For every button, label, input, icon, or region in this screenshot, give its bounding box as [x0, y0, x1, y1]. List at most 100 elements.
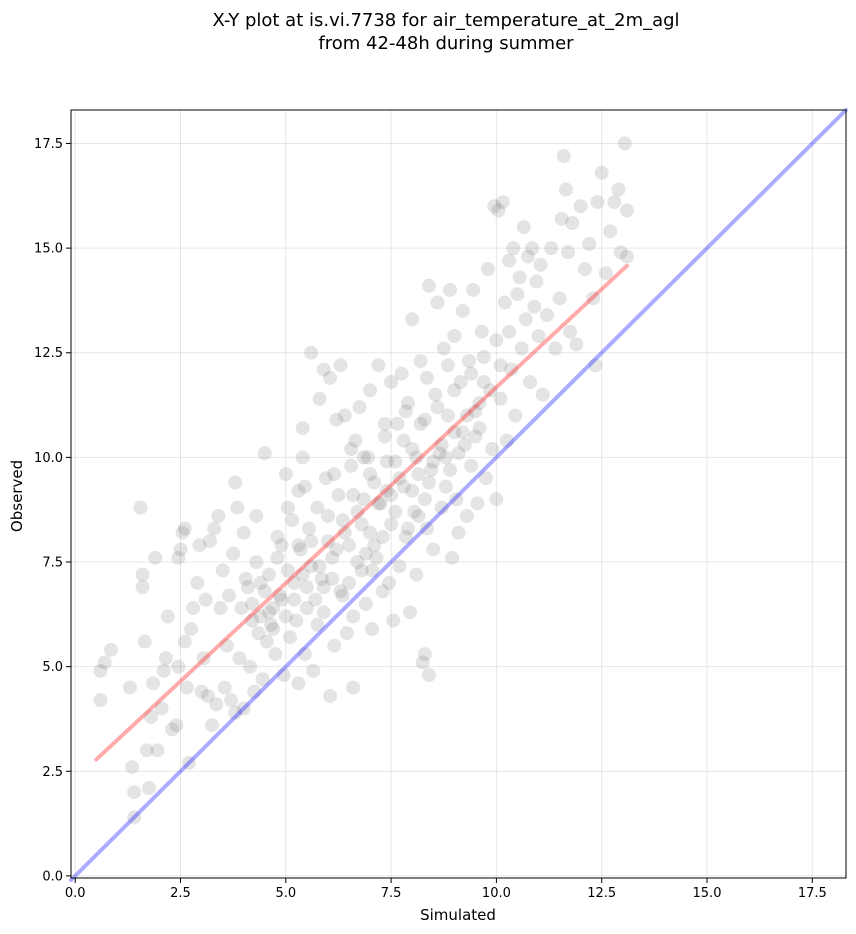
data-point: [230, 500, 245, 515]
data-point: [598, 266, 613, 281]
data-point: [438, 450, 453, 465]
data-point: [426, 454, 441, 469]
data-point: [472, 395, 487, 410]
data-point: [325, 550, 340, 565]
data-point: [552, 291, 567, 306]
data-point: [266, 621, 281, 636]
data-point: [320, 508, 335, 523]
data-point: [539, 308, 554, 323]
data-point: [156, 663, 171, 678]
data-point: [181, 755, 196, 770]
data-point: [422, 668, 437, 683]
data-point: [459, 408, 474, 423]
data-point: [266, 601, 281, 616]
data-point: [341, 575, 356, 590]
data-point: [382, 575, 397, 590]
data-point: [411, 508, 426, 523]
data-point: [264, 617, 279, 632]
data-point: [240, 580, 255, 595]
data-point: [464, 458, 479, 473]
data-point: [449, 492, 464, 507]
data-point: [531, 329, 546, 344]
x-axis-label: Simulated: [420, 906, 496, 924]
data-point: [135, 580, 150, 595]
data-point: [468, 404, 483, 419]
data-point: [405, 483, 420, 498]
data-point: [304, 345, 319, 360]
data-point: [177, 521, 192, 536]
plot-frame: [70, 109, 847, 879]
data-point: [196, 651, 211, 666]
y-tick-label: 5.0: [42, 660, 63, 675]
data-point: [171, 659, 186, 674]
data-point: [419, 370, 434, 385]
data-point: [512, 270, 527, 285]
data-point: [346, 609, 361, 624]
data-point: [329, 412, 344, 427]
data-point: [238, 571, 253, 586]
data-point: [335, 513, 350, 528]
data-point: [217, 680, 232, 695]
data-point: [417, 647, 432, 662]
data-point: [377, 416, 392, 431]
data-point: [245, 596, 260, 611]
data-point: [367, 538, 382, 553]
data-point: [607, 195, 622, 210]
data-point: [344, 442, 359, 457]
x-tick-label: 15.0: [693, 886, 722, 901]
data-point: [586, 291, 601, 306]
data-point: [375, 584, 390, 599]
data-point: [327, 638, 342, 653]
data-point: [422, 475, 437, 490]
data-point: [259, 634, 274, 649]
data-point: [502, 253, 517, 268]
data-point: [371, 358, 386, 373]
data-point: [417, 412, 432, 427]
x-tick-label: 12.5: [587, 886, 616, 901]
data-point: [219, 638, 234, 653]
x-tick-label: 0.0: [65, 886, 86, 901]
data-point: [295, 421, 310, 436]
data-point: [135, 567, 150, 582]
data-point: [514, 341, 529, 356]
data-point: [243, 659, 258, 674]
y-tick-label: 10.0: [34, 451, 63, 466]
data-point: [316, 580, 331, 595]
data-point: [146, 676, 161, 691]
data-point: [468, 429, 483, 444]
data-point: [394, 366, 409, 381]
regression-fit-line: [94, 263, 629, 762]
x-tick-label: 10.0: [482, 886, 511, 901]
data-point: [363, 383, 378, 398]
data-point: [304, 559, 319, 574]
data-point: [462, 354, 477, 369]
data-point: [499, 433, 514, 448]
data-point: [158, 651, 173, 666]
data-point: [434, 500, 449, 515]
data-point: [337, 525, 352, 540]
data-point: [360, 450, 375, 465]
data-point: [434, 437, 449, 452]
data-point: [388, 454, 403, 469]
data-point: [447, 383, 462, 398]
data-point: [306, 663, 321, 678]
data-point: [304, 534, 319, 549]
data-point: [617, 136, 632, 151]
data-point: [440, 408, 455, 423]
data-point: [205, 718, 220, 733]
data-point: [175, 525, 190, 540]
data-point: [339, 626, 354, 641]
data-point: [150, 743, 165, 758]
chart-title-line-1: X-Y plot at is.vi.7738 for air_temperatu…: [212, 10, 680, 31]
data-point: [323, 688, 338, 703]
data-point: [611, 182, 626, 197]
data-point: [384, 488, 399, 503]
data-point: [415, 655, 430, 670]
data-point: [226, 546, 241, 561]
data-point: [556, 149, 571, 164]
data-point: [367, 475, 382, 490]
data-point: [529, 274, 544, 289]
data-point: [335, 588, 350, 603]
data-point: [407, 504, 422, 519]
data-point: [569, 337, 584, 352]
